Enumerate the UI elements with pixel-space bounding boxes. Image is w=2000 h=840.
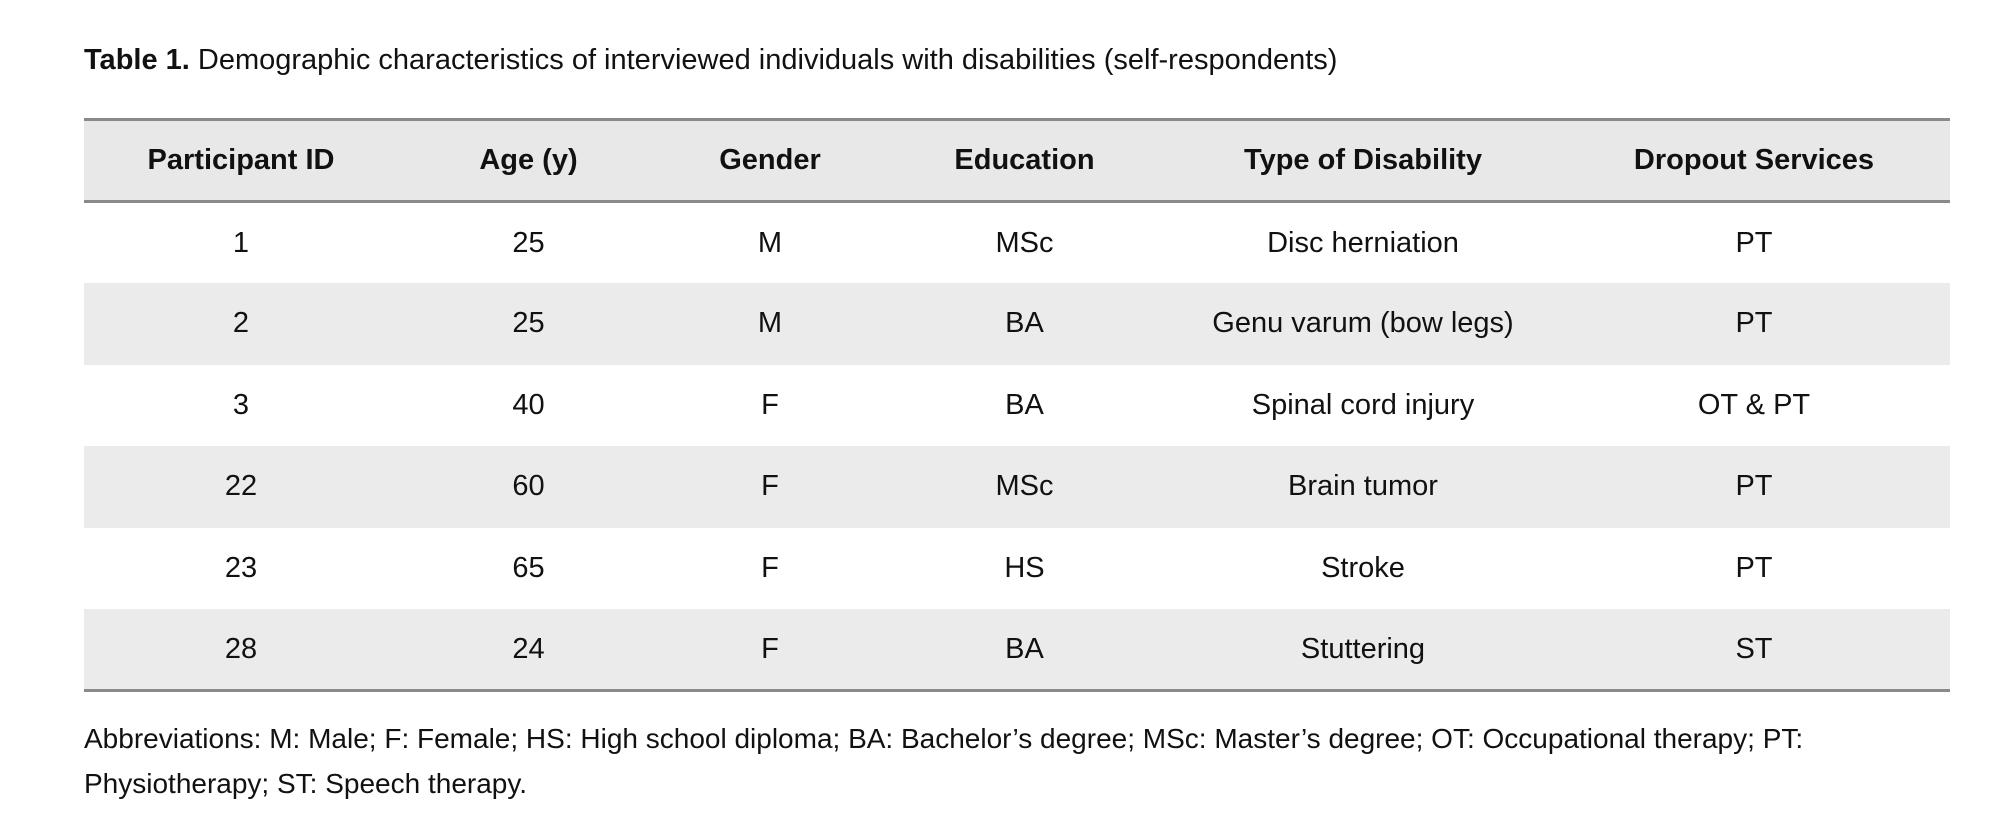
cell-dropout-services: PT bbox=[1735, 226, 1773, 259]
cell-dropout-services: PT bbox=[1735, 470, 1773, 503]
cell-education: BA bbox=[1005, 388, 1044, 421]
cell-gender: F bbox=[761, 551, 779, 584]
cell-dropout-services: PT bbox=[1735, 551, 1773, 584]
table-row: 3 40 F BA Spinal cord injury OT & PT bbox=[84, 365, 1950, 447]
caption-label: Table 1. bbox=[84, 44, 190, 76]
cell-age: 25 bbox=[512, 307, 545, 340]
cell-gender: M bbox=[757, 307, 783, 340]
cell-education: HS bbox=[1004, 551, 1045, 584]
cell-gender: F bbox=[761, 388, 779, 421]
cell-disability-type: Brain tumor bbox=[1288, 470, 1438, 503]
header-age: Age (y) bbox=[479, 144, 578, 176]
cell-participant-id: 28 bbox=[224, 632, 258, 665]
demographics-table: Participant ID Age (y) Gender Education … bbox=[84, 118, 1950, 692]
header-disability-type: Type of Disability bbox=[1244, 144, 1482, 176]
table-row: 23 65 F HS Stroke PT bbox=[84, 528, 1950, 610]
cell-disability-type: Stroke bbox=[1321, 551, 1405, 584]
cell-gender: M bbox=[757, 226, 783, 259]
cell-dropout-services: ST bbox=[1735, 632, 1773, 665]
cell-participant-id: 23 bbox=[224, 551, 258, 584]
table-footnote: Abbreviations: M: Male; F: Female; HS: H… bbox=[84, 723, 1804, 799]
cell-participant-id: 22 bbox=[224, 470, 258, 503]
header-gender: Gender bbox=[719, 144, 821, 176]
header-participant-id: Participant ID bbox=[147, 144, 335, 176]
table-caption: Table 1. Demographic characteristics of … bbox=[84, 44, 1337, 77]
header-dropout-services: Dropout Services bbox=[1633, 144, 1875, 176]
cell-participant-id: 1 bbox=[232, 226, 250, 259]
cell-disability-type: Spinal cord injury bbox=[1251, 388, 1475, 421]
cell-dropout-services: PT bbox=[1735, 307, 1773, 340]
cell-disability-type: Disc herniation bbox=[1267, 226, 1459, 259]
table-row: 28 24 F BA Stuttering ST bbox=[84, 609, 1950, 691]
cell-age: 25 bbox=[512, 226, 545, 259]
header-education: Education bbox=[954, 144, 1095, 176]
caption-text: Demographic characteristics of interview… bbox=[189, 44, 1338, 76]
table-row: 1 25 M MSc Disc herniation PT bbox=[84, 202, 1950, 284]
cell-education: MSc bbox=[995, 226, 1054, 259]
cell-disability-type: Genu varum (bow legs) bbox=[1212, 307, 1514, 340]
table-row: 22 60 F MSc Brain tumor PT bbox=[84, 446, 1950, 528]
header-row: Participant ID Age (y) Gender Education … bbox=[84, 119, 1950, 202]
cell-age: 60 bbox=[512, 470, 545, 503]
cell-age: 24 bbox=[512, 632, 545, 665]
table-row: 2 25 M BA Genu varum (bow legs) PT bbox=[84, 283, 1950, 365]
cell-education: MSc bbox=[995, 470, 1054, 503]
cell-participant-id: 2 bbox=[232, 307, 250, 340]
cell-age: 65 bbox=[512, 551, 545, 584]
cell-gender: F bbox=[761, 470, 779, 503]
cell-participant-id: 3 bbox=[232, 388, 250, 421]
cell-education: BA bbox=[1005, 632, 1044, 665]
cell-disability-type: Stuttering bbox=[1300, 632, 1426, 665]
cell-age: 40 bbox=[512, 388, 545, 421]
cell-dropout-services: OT & PT bbox=[1697, 388, 1811, 421]
cell-education: BA bbox=[1005, 307, 1044, 340]
cell-gender: F bbox=[761, 632, 779, 665]
